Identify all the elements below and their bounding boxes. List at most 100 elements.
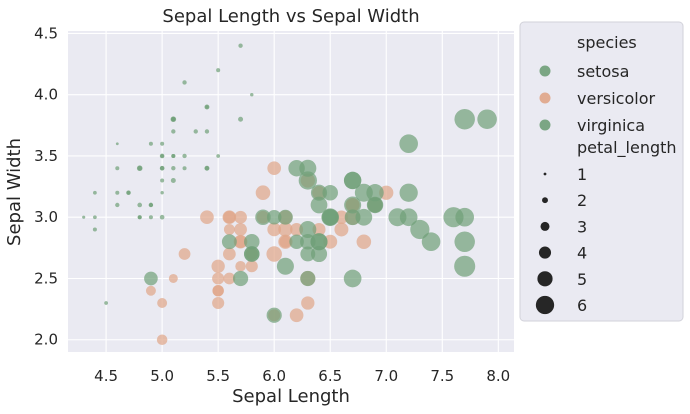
data-point-virginica xyxy=(454,231,475,252)
data-point-setosa xyxy=(238,43,243,48)
data-point-setosa xyxy=(115,202,120,208)
data-point-virginica xyxy=(399,134,418,154)
x-tick-label: 4.5 xyxy=(94,367,118,385)
data-point-versicolor xyxy=(223,211,236,224)
data-point-virginica xyxy=(266,209,282,225)
data-point-virginica xyxy=(277,209,293,225)
y-tick-label: 3.0 xyxy=(34,208,58,226)
data-point-virginica xyxy=(300,270,316,287)
legend-size-label: 5 xyxy=(577,270,587,289)
legend-size-marker xyxy=(535,295,555,315)
y-tick-label: 3.5 xyxy=(34,147,58,165)
data-point-virginica xyxy=(454,108,475,130)
data-point-virginica xyxy=(288,160,305,177)
data-point-virginica xyxy=(455,207,474,227)
data-point-setosa xyxy=(182,153,187,159)
data-point-virginica xyxy=(344,209,361,226)
data-point-versicolor xyxy=(245,260,258,273)
data-point-versicolor xyxy=(212,272,225,285)
data-point-virginica xyxy=(454,255,476,277)
data-point-versicolor xyxy=(223,272,236,285)
data-point-setosa xyxy=(205,105,209,109)
legend-box xyxy=(519,21,684,322)
plot-area xyxy=(68,31,514,352)
data-point-setosa xyxy=(238,116,244,122)
data-point-versicolor xyxy=(156,334,168,346)
data-point-virginica xyxy=(410,219,430,240)
data-point-setosa xyxy=(160,178,165,183)
legend-size-label: 4 xyxy=(577,244,587,263)
data-point-setosa xyxy=(93,215,97,220)
data-point-virginica xyxy=(255,209,271,225)
x-tick-label: 8.0 xyxy=(486,367,510,385)
data-point-versicolor xyxy=(212,285,224,297)
data-point-setosa xyxy=(137,202,143,208)
data-point-setosa xyxy=(193,129,198,134)
data-point-versicolor xyxy=(212,296,225,310)
data-point-virginica xyxy=(344,196,362,214)
data-point-virginica xyxy=(322,184,338,201)
data-point-setosa xyxy=(160,141,165,146)
data-point-virginica xyxy=(322,209,339,226)
data-point-setosa xyxy=(115,190,120,195)
legend-size-label: 3 xyxy=(577,217,587,236)
data-point-virginica xyxy=(355,208,373,226)
data-point-setosa xyxy=(159,214,165,220)
data-point-setosa xyxy=(92,227,97,232)
x-tick-label: 5.5 xyxy=(206,367,230,385)
x-tick-labels: 4.5 5.0 5.5 6.0 6.5 7.0 7.5 8.0 xyxy=(94,367,510,385)
data-point-versicolor xyxy=(168,273,178,283)
data-point-virginica xyxy=(266,307,282,323)
data-point-virginica xyxy=(298,171,317,190)
data-point-versicolor xyxy=(178,248,191,260)
data-point-versicolor xyxy=(312,222,326,236)
data-point-virginica xyxy=(299,220,317,239)
data-point-virginica xyxy=(144,271,158,286)
legend-size-title: petal_length xyxy=(577,138,677,158)
data-point-setosa xyxy=(159,153,165,159)
data-point-versicolor xyxy=(290,222,304,236)
data-point-virginica xyxy=(399,183,418,202)
legend-marker-virginica xyxy=(539,119,551,131)
data-point-setosa xyxy=(148,141,153,146)
data-point-versicolor xyxy=(223,224,235,235)
data-point-versicolor xyxy=(235,260,246,272)
y-tick-label: 4.5 xyxy=(34,24,58,42)
data-point-setosa xyxy=(171,116,176,122)
data-point-versicolor xyxy=(289,308,304,323)
data-point-versicolor xyxy=(266,246,282,262)
data-point-virginica xyxy=(244,246,260,262)
legend-size-marker xyxy=(540,221,550,231)
y-tick-label: 2.5 xyxy=(34,269,58,287)
data-point-setosa xyxy=(93,190,97,195)
legend-label-virginica: virginica xyxy=(577,116,645,135)
data-point-versicolor xyxy=(278,222,293,237)
y-tick-label: 2.0 xyxy=(34,331,58,349)
data-point-versicolor xyxy=(255,185,271,201)
data-point-setosa xyxy=(82,215,86,219)
data-point-setosa xyxy=(250,92,254,97)
data-point-setosa xyxy=(216,68,221,73)
data-point-virginica xyxy=(244,233,260,250)
data-point-setosa xyxy=(182,166,187,171)
data-point-setosa xyxy=(136,165,143,172)
legend-marker-setosa xyxy=(539,65,551,77)
data-point-setosa xyxy=(170,177,176,183)
data-point-setosa xyxy=(204,129,210,134)
x-axis-label: Sepal Length xyxy=(232,386,350,407)
data-point-virginica xyxy=(421,232,441,252)
data-point-virginica xyxy=(343,171,362,190)
y-tick-labels: 2.0 2.5 3.0 3.5 4.0 4.5 xyxy=(34,24,58,348)
data-point-virginica xyxy=(310,196,328,214)
legend-size-marker xyxy=(542,197,548,204)
data-point-versicolor xyxy=(334,222,349,237)
data-point-virginica xyxy=(232,270,249,287)
data-point-virginica xyxy=(310,233,328,251)
legend-size-label: 6 xyxy=(577,296,587,315)
data-point-versicolor xyxy=(200,210,214,225)
y-axis-label: Sepal Width xyxy=(4,138,25,246)
data-point-virginica xyxy=(477,109,497,129)
data-point-virginica xyxy=(221,234,237,250)
x-tick-label: 6.5 xyxy=(318,367,342,385)
data-point-setosa xyxy=(104,301,108,305)
